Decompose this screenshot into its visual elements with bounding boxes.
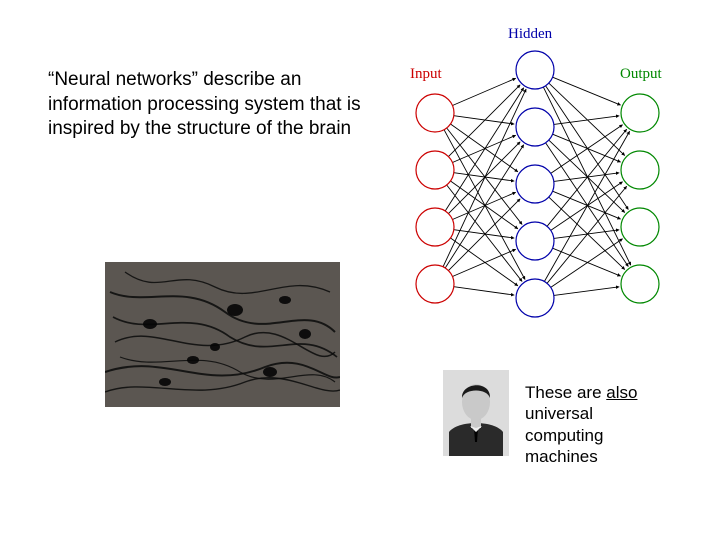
caption: These are also universal computing machi… bbox=[525, 382, 675, 467]
main-description: “Neural networks” describe an informatio… bbox=[48, 68, 368, 142]
caption-prefix: These are bbox=[525, 383, 606, 402]
svg-text:Hidden: Hidden bbox=[508, 26, 553, 42]
caption-suffix: universal computing machines bbox=[525, 404, 603, 466]
svg-text:Output: Output bbox=[620, 66, 663, 82]
portrait-image bbox=[443, 370, 509, 456]
caption-emphasis: also bbox=[606, 383, 637, 402]
svg-text:Input: Input bbox=[410, 66, 442, 82]
neural-network-diagram: Input Hidden Output bbox=[380, 20, 700, 310]
neuron-image bbox=[105, 262, 340, 407]
